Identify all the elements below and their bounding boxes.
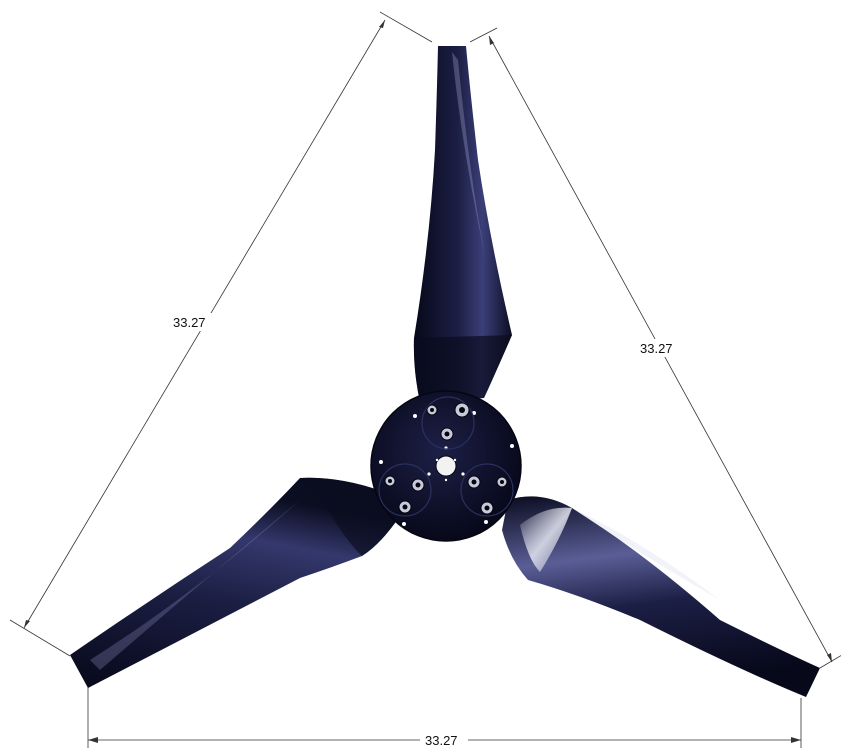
mount-top bbox=[421, 396, 475, 450]
left-dimension-label: 33.27 bbox=[173, 315, 206, 330]
right-dimension-label: 33.27 bbox=[640, 341, 673, 356]
mount-left bbox=[378, 463, 432, 517]
bottom-dimension-label: 33.27 bbox=[425, 733, 458, 748]
rotor-hub bbox=[370, 390, 522, 542]
left-blade bbox=[70, 477, 400, 688]
top-blade bbox=[413, 46, 512, 402]
right-dimension: 33.27 bbox=[469, 27, 841, 669]
bottom-dimension: 33.27 bbox=[87, 686, 802, 749]
mount-right bbox=[460, 463, 514, 517]
right-blade bbox=[502, 496, 820, 697]
hub-center-bore bbox=[435, 455, 457, 477]
left-dimension: 33.27 bbox=[9, 11, 433, 657]
